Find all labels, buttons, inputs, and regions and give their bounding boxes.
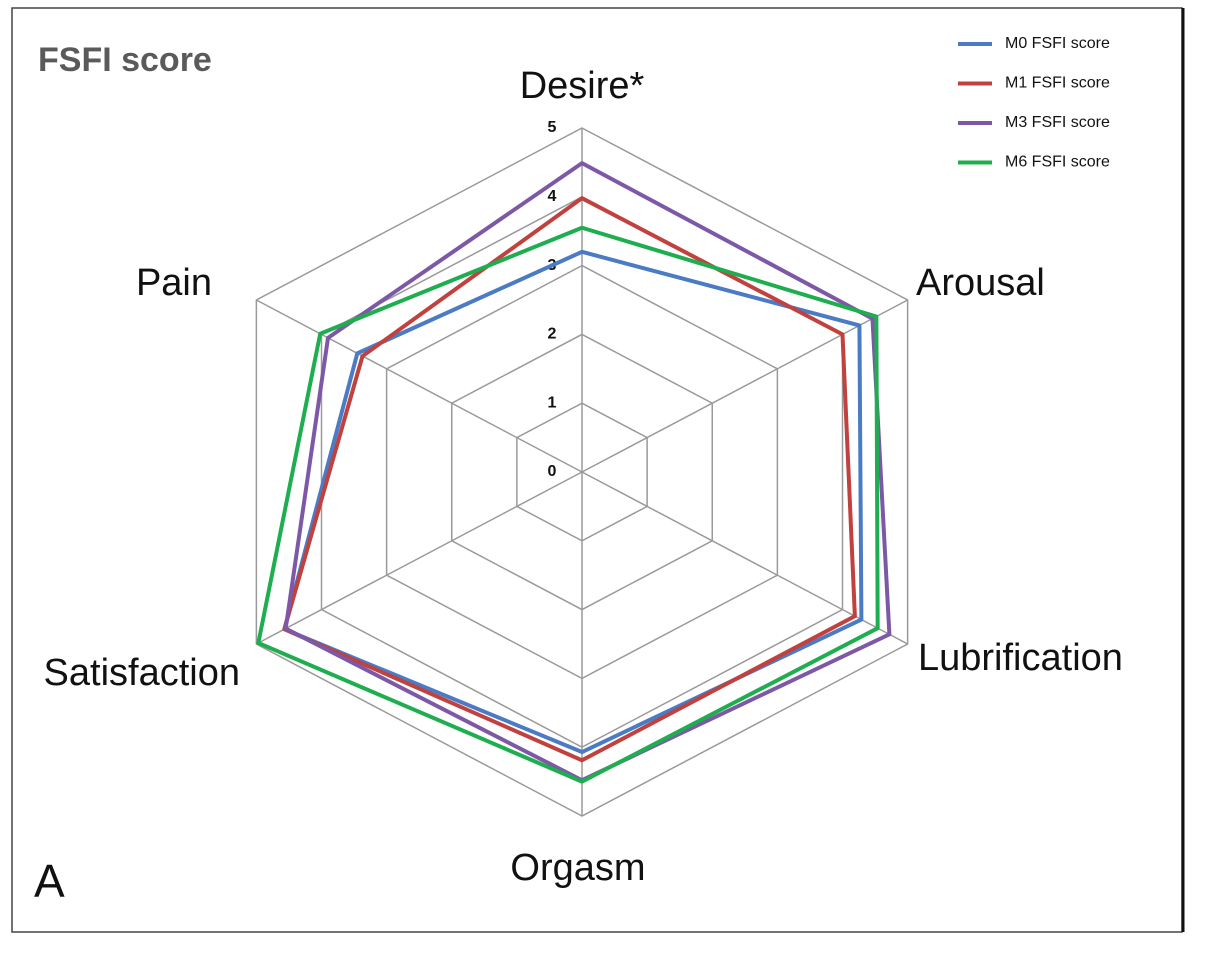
- axis-label: Orgasm: [510, 847, 645, 889]
- series-line: [282, 196, 857, 763]
- spoke: [256, 471, 583, 645]
- axis-label: Desire*: [520, 65, 645, 107]
- axis-label: Arousal: [916, 262, 1045, 304]
- r-tick-label: 1: [548, 394, 557, 411]
- r-tick-label: 4: [548, 188, 557, 205]
- series-line: [282, 249, 864, 755]
- spoke: [581, 299, 908, 473]
- legend-label: M1 FSFI score: [1005, 75, 1110, 92]
- frame: [11, 7, 1183, 933]
- axis-label: Satisfaction: [44, 652, 240, 694]
- legend-label: M3 FSFI score: [1005, 114, 1110, 131]
- axis-label: Lubrification: [918, 637, 1123, 679]
- legend-label: M0 FSFI score: [1005, 35, 1110, 52]
- legend-label: M6 FSFI score: [1005, 154, 1110, 171]
- r-tick-label: 5: [548, 119, 557, 136]
- axis-label: Pain: [136, 262, 212, 304]
- spoke: [256, 299, 583, 473]
- series-line: [256, 225, 880, 784]
- r-tick-label: 2: [548, 326, 557, 343]
- series-line: [283, 161, 892, 783]
- r-tick-label: 0: [548, 463, 557, 480]
- chart-title: FSFI score: [38, 41, 212, 79]
- panel-label: A: [34, 855, 65, 907]
